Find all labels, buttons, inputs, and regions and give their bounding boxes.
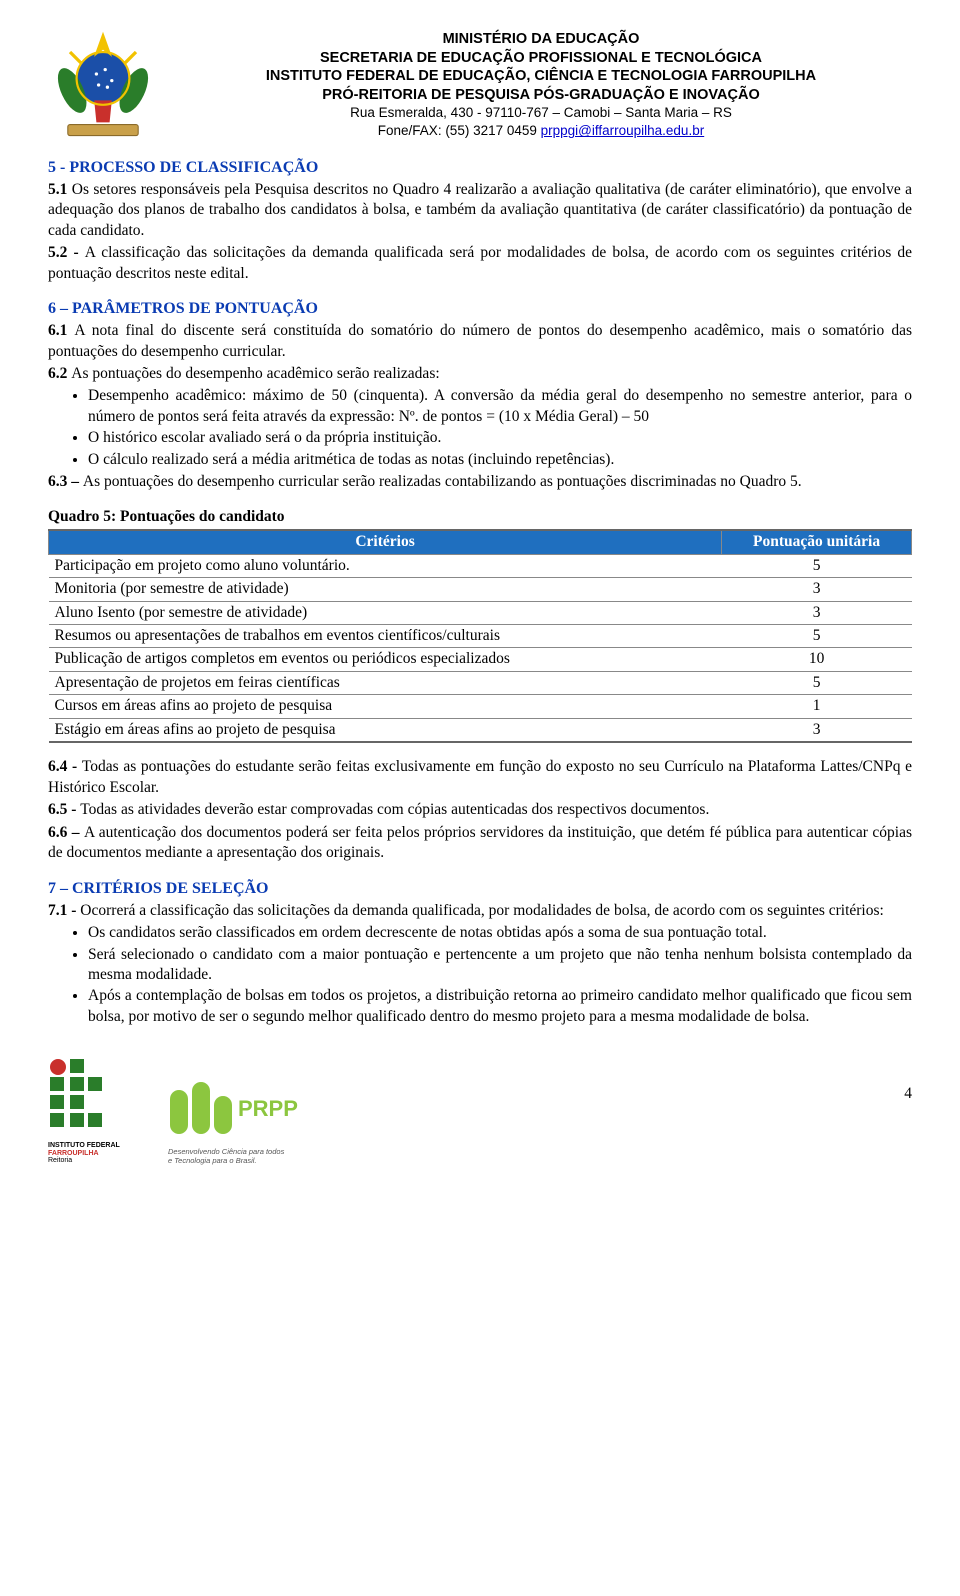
- header-line-1: MINISTÉRIO DA EDUCAÇÃO: [170, 30, 912, 49]
- page-number: 4: [904, 1084, 912, 1104]
- lead-5-1: 5.1: [48, 181, 72, 198]
- lead-6-1: 6.1: [48, 322, 74, 339]
- table-row: Monitoria (por semestre de atividade)3: [49, 578, 912, 601]
- section-6-title: 6 – PARÂMETROS DE PONTUAÇÃO: [48, 298, 912, 319]
- table-row: Publicação de artigos completos em event…: [49, 648, 912, 671]
- table-row: Cursos em áreas afins ao projeto de pesq…: [49, 695, 912, 718]
- cell-crit: Monitoria (por semestre de atividade): [49, 578, 722, 601]
- header-line-3: INSTITUTO FEDERAL DE EDUCAÇÃO, CIÊNCIA E…: [170, 67, 912, 86]
- prppi-logo-icon: PRPPI Desenvolvendo Ciência para todos e…: [168, 1082, 298, 1165]
- text-6-6: A autenticação dos documentos poderá ser…: [48, 824, 912, 861]
- cell-crit: Cursos em áreas afins ao projeto de pesq…: [49, 695, 722, 718]
- quadro-5-body: Participação em projeto como aluno volun…: [49, 554, 912, 742]
- cell-crit: Participação em projeto como aluno volun…: [49, 554, 722, 577]
- cell-val: 10: [722, 648, 912, 671]
- quadro-5-table: Critérios Pontuação unitária Participaçã…: [48, 529, 912, 743]
- lead-6-5: 6.5 -: [48, 801, 80, 818]
- cell-val: 5: [722, 625, 912, 648]
- quadro-5-caption: Quadro 5: Pontuações do candidato: [48, 507, 912, 527]
- if-logo-text-3: Reitoria: [48, 1157, 138, 1165]
- svg-text:PRPPI: PRPPI: [238, 1096, 298, 1121]
- cell-val: 3: [722, 578, 912, 601]
- para-6-6: 6.6 – A autenticação dos documentos pode…: [48, 823, 912, 864]
- lead-6-3: 6.3 –: [48, 473, 83, 490]
- section-7-title: 7 – CRITÉRIOS DE SELEÇÃO: [48, 878, 912, 899]
- para-6-4: 6.4 - Todas as pontuações do estudante s…: [48, 757, 912, 798]
- lead-6-6: 6.6 –: [48, 824, 84, 841]
- list-item: Os candidatos serão classificados em ord…: [88, 923, 912, 943]
- instituto-federal-logo-icon: INSTITUTO FEDERAL FARROUPILHA Reitoria: [48, 1057, 138, 1165]
- cell-crit: Resumos ou apresentações de trabalhos em…: [49, 625, 722, 648]
- header-phone: Fone/FAX: (55) 3217 0459: [378, 123, 541, 138]
- cell-crit: Aluno Isento (por semestre de atividade): [49, 601, 722, 624]
- text-6-2: As pontuações do desempenho acadêmico se…: [71, 365, 439, 382]
- list-item: O histórico escolar avaliado será o da p…: [88, 428, 912, 448]
- cell-crit: Publicação de artigos completos em event…: [49, 648, 722, 671]
- header-address: Rua Esmeralda, 430 - 97110-767 – Camobi …: [170, 104, 912, 122]
- document-header: MINISTÉRIO DA EDUCAÇÃO SECRETARIA DE EDU…: [48, 30, 912, 141]
- para-6-1: 6.1 A nota final do discente será consti…: [48, 321, 912, 362]
- para-6-2: 6.2 As pontuações do desempenho acadêmic…: [48, 364, 912, 384]
- text-6-4: Todas as pontuações do estudante serão f…: [48, 758, 912, 795]
- header-text-block: MINISTÉRIO DA EDUCAÇÃO SECRETARIA DE EDU…: [170, 30, 912, 141]
- cell-crit: Apresentação de projetos em feiras cient…: [49, 671, 722, 694]
- para-7-1: 7.1 - Ocorrerá a classificação das solic…: [48, 901, 912, 921]
- list-item: Desempenho acadêmico: máximo de 50 (cinq…: [88, 386, 912, 427]
- cell-val: 1: [722, 695, 912, 718]
- table-row: Participação em projeto como aluno volun…: [49, 554, 912, 577]
- para-6-5: 6.5 - Todas as atividades deverão estar …: [48, 800, 912, 820]
- table-row: Apresentação de projetos em feiras cient…: [49, 671, 912, 694]
- text-6-5: Todas as atividades deverão estar compro…: [80, 801, 709, 818]
- lead-6-2: 6.2: [48, 365, 71, 382]
- list-item: Será selecionado o candidato com a maior…: [88, 945, 912, 986]
- header-line-4: PRÓ-REITORIA DE PESQUISA PÓS-GRADUAÇÃO E…: [170, 86, 912, 105]
- list-7-1: Os candidatos serão classificados em ord…: [48, 923, 912, 1027]
- list-item: Após a contemplação de bolsas em todos o…: [88, 986, 912, 1027]
- cell-val: 5: [722, 671, 912, 694]
- prppi-sub-2: e Tecnologia para o Brasil.: [168, 1157, 298, 1165]
- lead-7-1: 7.1 -: [48, 902, 80, 919]
- para-5-2: 5.2 - A classificação das solicitações d…: [48, 243, 912, 284]
- text-6-3: As pontuações do desempenho curricular s…: [83, 473, 802, 490]
- cell-val: 3: [722, 601, 912, 624]
- header-email-link[interactable]: prppgi@iffarroupilha.edu.br: [541, 123, 705, 138]
- para-6-3: 6.3 – As pontuações do desempenho curric…: [48, 472, 912, 492]
- lead-6-4: 6.4 -: [48, 758, 82, 775]
- footer-logos: INSTITUTO FEDERAL FARROUPILHA Reitoria P…: [48, 1057, 298, 1165]
- header-contact: Fone/FAX: (55) 3217 0459 prppgi@iffarrou…: [170, 122, 912, 140]
- if-logo-text-2: FARROUPILHA: [48, 1150, 138, 1158]
- list-6-2: Desempenho acadêmico: máximo de 50 (cinq…: [48, 386, 912, 470]
- section-5-title: 5 - PROCESSO DE CLASSIFICAÇÃO: [48, 157, 912, 178]
- cell-val: 5: [722, 554, 912, 577]
- table-row: Estágio em áreas afins ao projeto de pes…: [49, 718, 912, 742]
- if-logo-text-1: INSTITUTO FEDERAL: [48, 1142, 138, 1150]
- th-pontuacao: Pontuação unitária: [722, 530, 912, 554]
- list-item: O cálculo realizado será a média aritmét…: [88, 450, 912, 470]
- brazil-coat-of-arms-icon: [48, 30, 158, 140]
- text-6-1: A nota final do discente será constituíd…: [48, 322, 912, 359]
- th-criterios: Critérios: [49, 530, 722, 554]
- text-7-1: Ocorrerá a classificação das solicitaçõe…: [80, 902, 884, 919]
- text-5-2: A classificação das solicitações da dema…: [48, 244, 912, 281]
- para-5-1: 5.1 Os setores responsáveis pela Pesquis…: [48, 180, 912, 241]
- cell-crit: Estágio em áreas afins ao projeto de pes…: [49, 718, 722, 742]
- lead-5-2: 5.2 -: [48, 244, 85, 261]
- table-row: Resumos ou apresentações de trabalhos em…: [49, 625, 912, 648]
- page-footer: INSTITUTO FEDERAL FARROUPILHA Reitoria P…: [48, 1057, 912, 1165]
- cell-val: 3: [722, 718, 912, 742]
- text-5-1: Os setores responsáveis pela Pesquisa de…: [48, 181, 912, 239]
- table-row: Aluno Isento (por semestre de atividade)…: [49, 601, 912, 624]
- header-line-2: SECRETARIA DE EDUCAÇÃO PROFISSIONAL E TE…: [170, 49, 912, 68]
